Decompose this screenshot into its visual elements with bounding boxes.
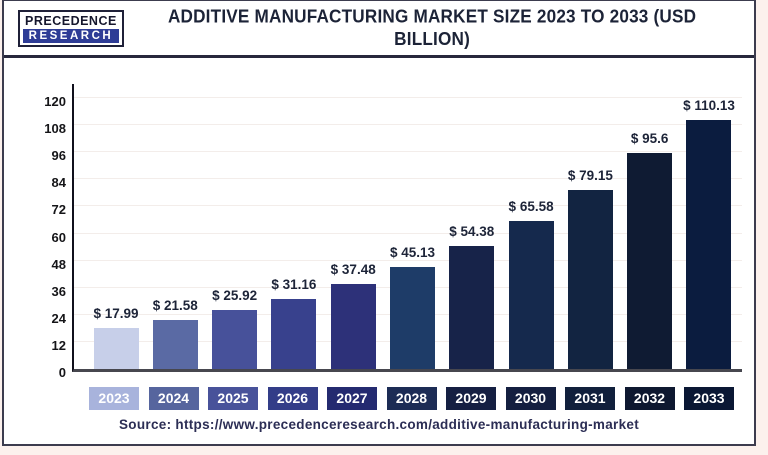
- logo-line2: RESEARCH: [23, 28, 119, 43]
- bar-2025: [212, 310, 258, 369]
- gridline: [74, 259, 742, 261]
- y-tick-label: 24: [51, 310, 66, 326]
- y-tick-label: 96: [51, 148, 66, 164]
- bar-value-label: $ 65.58: [508, 198, 554, 214]
- y-tick-label: 0: [58, 365, 66, 380]
- bar-2030: [508, 220, 554, 369]
- bar-2027: [330, 284, 376, 369]
- bar-group-2030: $ 65.58: [506, 84, 556, 369]
- bar-group-2025: $ 25.92: [210, 84, 260, 369]
- bar-2028: [389, 267, 435, 369]
- bar-group-2028: $ 45.13: [387, 84, 437, 369]
- bar-2032: [627, 153, 673, 369]
- bar-group-2033: $ 110.13: [683, 84, 735, 369]
- bar-group-2026: $ 31.16: [269, 84, 319, 369]
- y-tick-label: 60: [51, 229, 66, 245]
- bar-group-2027: $ 37.48: [328, 84, 378, 369]
- gridline: [74, 151, 742, 153]
- x-label-2025: 2025: [208, 387, 258, 410]
- bar-value-label: $ 25.92: [212, 288, 258, 304]
- x-label-2027: 2027: [327, 387, 377, 410]
- bar-group-2024: $ 21.58: [150, 84, 200, 369]
- x-label-2032: 2032: [624, 387, 675, 410]
- bars: $ 17.99 $ 21.58 $ 25.92 $ 31.16 $ 37.48 $ 45.…: [74, 84, 742, 369]
- x-label-2028: 2028: [386, 387, 437, 410]
- bar-value-label: $ 95.6: [630, 131, 669, 147]
- bar-group-2032: $ 95.6: [625, 84, 675, 369]
- bar-group-2031: $ 79.15: [565, 84, 615, 369]
- bar-value-label: $ 45.13: [389, 245, 436, 261]
- bar-value-label: $ 37.48: [330, 262, 376, 278]
- x-label-2031: 2031: [565, 387, 615, 410]
- logo-line1: PRECEDENCE: [25, 13, 117, 28]
- y-tick-label: 120: [44, 94, 66, 109]
- x-label-2024: 2024: [148, 387, 199, 410]
- infographic-card: PRECEDENCE RESEARCH ADDITIVE MANUFACTURI…: [2, 0, 756, 446]
- bar-2033: [686, 120, 732, 369]
- bar-value-label: $ 79.15: [567, 168, 613, 184]
- y-tick-label: 48: [51, 256, 66, 272]
- gridline: [74, 97, 742, 98]
- y-tick-label: 12: [51, 337, 66, 353]
- plot-area: $ 17.99 $ 21.58 $ 25.92 $ 31.16 $ 37.48 $ 45.…: [72, 84, 742, 372]
- bar-value-label: $ 21.58: [152, 298, 198, 314]
- gridline: [74, 232, 742, 234]
- x-label-2033: 2033: [684, 387, 734, 410]
- bar-value-label: $ 54.38: [449, 224, 495, 240]
- chart-title: ADDITIVE MANUFACTURING MARKET SIZE 2023 …: [167, 5, 697, 50]
- gridline: [74, 124, 742, 126]
- bar-value-label: $ 110.13: [683, 98, 735, 114]
- bar-group-2023: $ 17.99: [91, 84, 141, 369]
- bar-2031: [567, 190, 613, 369]
- gridline: [74, 178, 742, 180]
- bar-2023: [93, 328, 139, 369]
- header: PRECEDENCE RESEARCH ADDITIVE MANUFACTURI…: [4, 1, 754, 58]
- y-tick-label: 72: [51, 202, 66, 218]
- gridline: [74, 205, 742, 207]
- bar-chart: 0 12 24 36 48 60 72 84 96 108 120 $ 17.99 $ 21.58 $ …: [4, 58, 754, 410]
- bar-group-2029: $ 54.38: [447, 84, 497, 369]
- x-label-2030: 2030: [505, 387, 556, 410]
- bar-2026: [271, 298, 317, 369]
- y-tick-label: 108: [44, 121, 66, 137]
- y-tick-label: 36: [51, 283, 66, 299]
- y-axis: 0 12 24 36 48 60 72 84 96 108 120: [4, 84, 66, 380]
- x-label-2029: 2029: [446, 387, 496, 410]
- bar-2024: [152, 320, 198, 369]
- x-axis-labels: 2023 2024 2025 2026 2027 2028 2029 2030 2031 2032…: [72, 387, 742, 410]
- bar-2029: [449, 246, 495, 369]
- y-tick-label: 84: [51, 175, 66, 191]
- x-label-2026: 2026: [267, 387, 318, 410]
- bar-value-label: $ 31.16: [271, 276, 317, 292]
- bar-value-label: $ 17.99: [93, 306, 139, 322]
- source-text: Source: https://www.precedenceresearch.c…: [119, 417, 639, 432]
- x-label-2023: 2023: [89, 387, 139, 410]
- precedence-research-logo: PRECEDENCE RESEARCH: [18, 9, 124, 47]
